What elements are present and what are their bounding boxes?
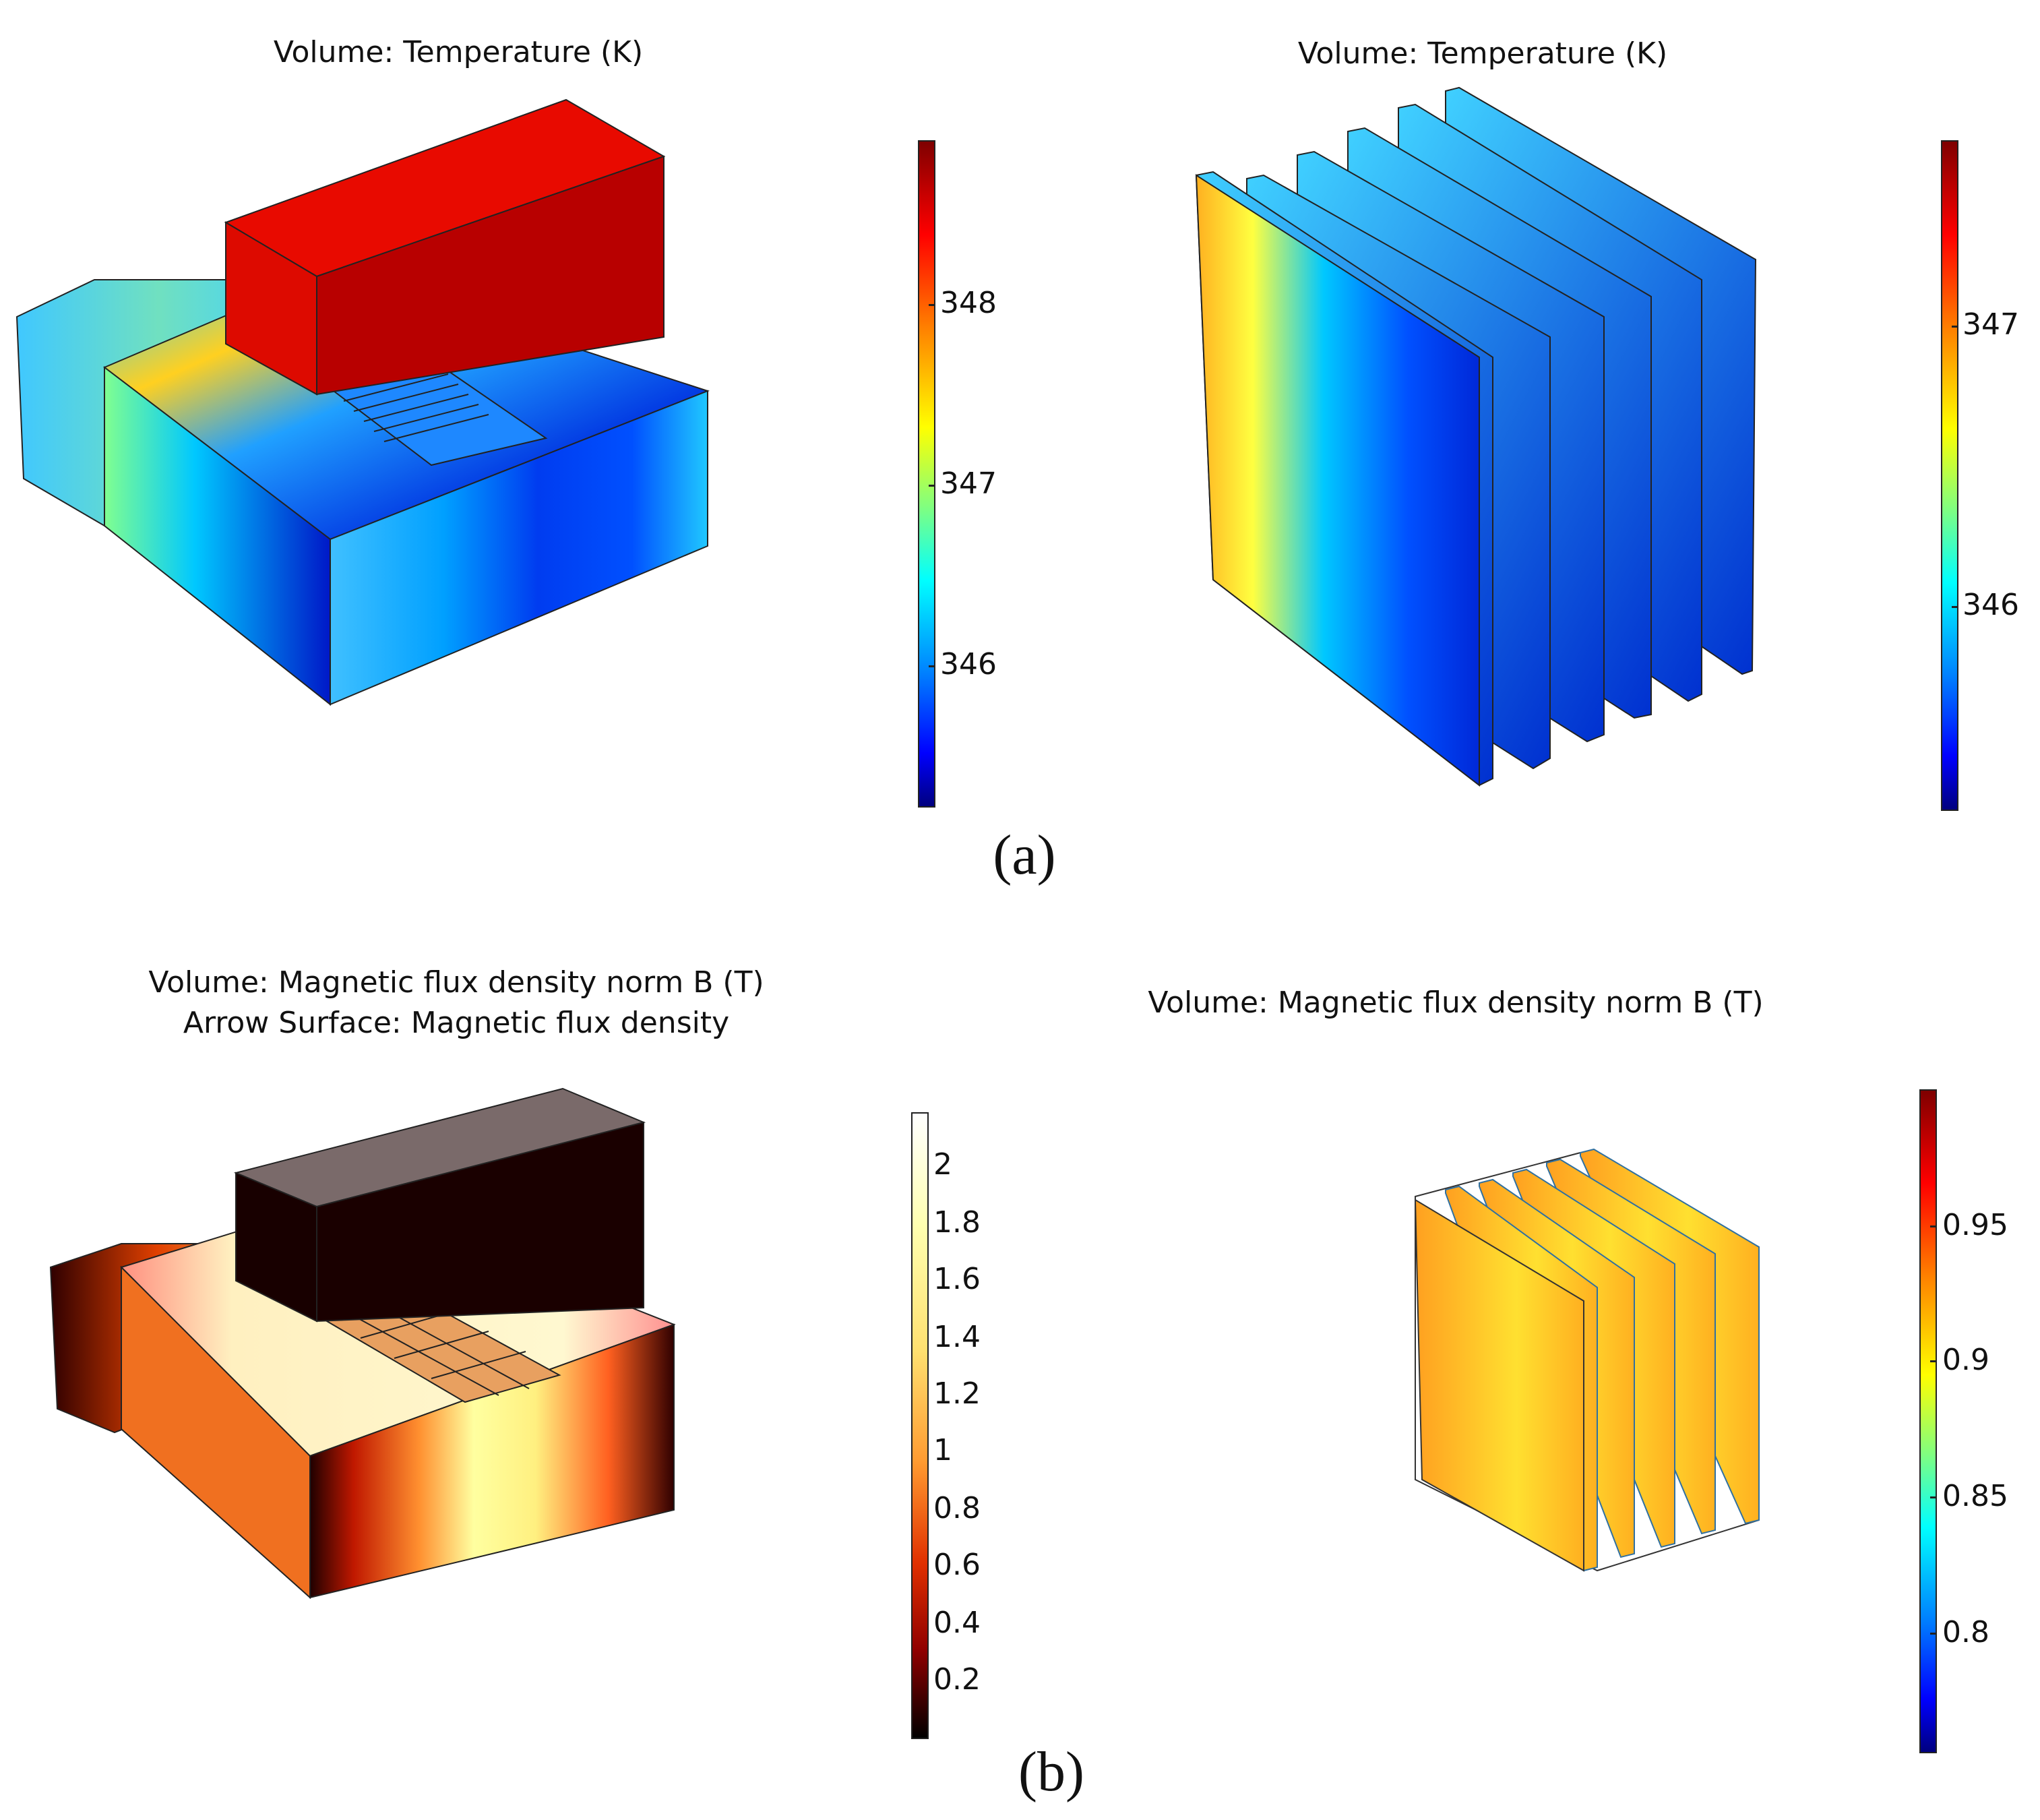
panel-a-left-title: Volume: Temperature (K) (273, 35, 644, 69)
tick-mark (1930, 1360, 1937, 1362)
tick-label: 1 (933, 1433, 952, 1467)
tick-mark (1930, 1633, 1937, 1635)
tick-mark (929, 665, 935, 667)
tick-label: 348 (940, 286, 997, 320)
caption-a: (a) (993, 824, 1056, 886)
panel-b-left-title-line1: Volume: Magnetic flux density norm B (T) (148, 965, 764, 1000)
tick-label: 0.8 (1942, 1615, 1989, 1649)
tick-mark (1930, 1496, 1937, 1498)
tick-mark (1930, 1225, 1937, 1227)
tick-label: 347 (1962, 307, 2019, 342)
tick-label: 0.95 (1942, 1208, 2008, 1242)
tick-label: 0.9 (1942, 1343, 1989, 1377)
tick-label: 346 (1962, 588, 2019, 622)
tick-label: 0.2 (933, 1662, 981, 1697)
tick-label: 0.85 (1942, 1479, 2008, 1513)
panel-b-left-title-line2: Arrow Surface: Magnetic flux density (183, 1006, 730, 1040)
tick-label: 0.4 (933, 1606, 981, 1640)
tick-label: 1.8 (933, 1205, 981, 1240)
panel-b-right-title: Volume: Magnetic flux density norm B (T) (1148, 985, 1764, 1020)
tick-mark (1952, 606, 1958, 608)
tick-label: 0.8 (933, 1491, 981, 1525)
tick-mark (929, 304, 935, 306)
tick-label: 1.2 (933, 1376, 981, 1411)
tick-label: 346 (940, 647, 997, 681)
flux-density-model-3d (49, 1087, 676, 1600)
colorbar-a-left (918, 140, 935, 808)
tick-label: 2 (933, 1147, 952, 1182)
tick-label: 1.4 (933, 1320, 981, 1354)
panel-a-right-title: Volume: Temperature (K) (1297, 36, 1668, 71)
tick-mark (1952, 326, 1958, 328)
tick-label: 347 (940, 466, 997, 501)
tick-mark (929, 485, 935, 487)
caption-b: (b) (1018, 1740, 1084, 1803)
tick-label: 1.6 (933, 1262, 981, 1296)
tick-label: 0.6 (933, 1548, 981, 1582)
colorbar-b-right (1919, 1089, 1937, 1753)
flux-density-plates-3d (1414, 1148, 1760, 1572)
colorbar-b-left (911, 1112, 929, 1739)
temperature-plates-3d (1195, 86, 1757, 787)
colorbar-a-right (1941, 140, 1958, 811)
temperature-model-3d (16, 98, 710, 706)
